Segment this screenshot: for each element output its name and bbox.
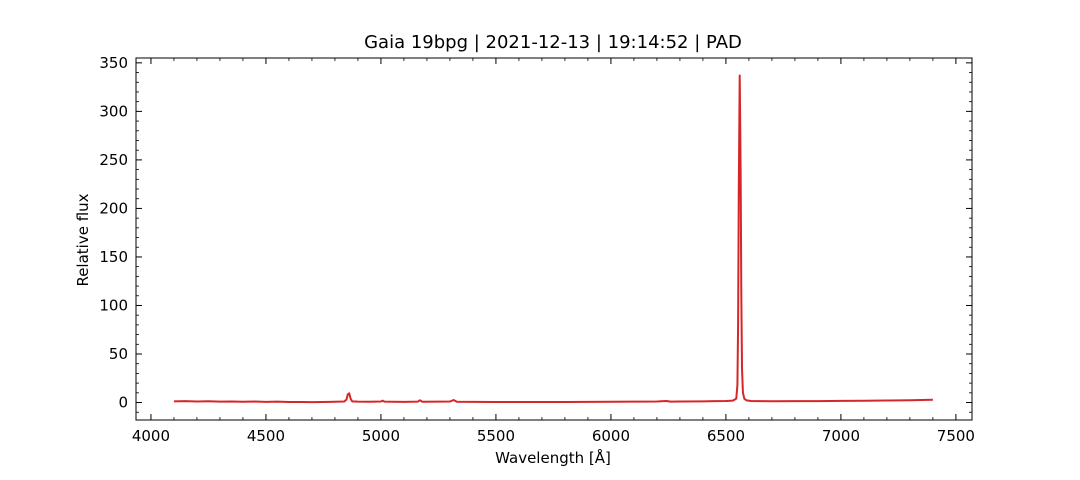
x-tick-label: 4000 <box>132 427 170 445</box>
y-tick-label: 50 <box>109 345 128 363</box>
plot-area: 4000 4500 5000 5500 6000 6500 7000 7500 0 50 100 15… <box>99 54 975 445</box>
y-tick-label: 300 <box>99 102 128 120</box>
x-tick-label: 6000 <box>592 427 630 445</box>
x-tick-label: 7000 <box>822 427 860 445</box>
x-tick-label: 4500 <box>247 427 285 445</box>
y-tick-label: 0 <box>118 394 128 412</box>
chart-title: Gaia 19bpg | 2021-12-13 | 19:14:52 | PAD <box>364 32 742 53</box>
series-line-0 <box>173 74 933 404</box>
y-tick-label: 350 <box>99 54 128 72</box>
x-axis-label: Wavelength [Å] <box>495 448 611 467</box>
x-tick-label: 7500 <box>937 427 975 445</box>
plot-frame <box>135 57 973 421</box>
y-tick-label: 200 <box>99 199 128 217</box>
x-tick-label: 6500 <box>707 427 745 445</box>
x-tick-label: 5000 <box>362 427 400 445</box>
y-tick-label: 100 <box>99 296 128 314</box>
y-axis-label: Relative flux <box>74 193 92 286</box>
y-tick-label: 150 <box>99 248 128 266</box>
y-tick-label: 250 <box>99 151 128 169</box>
x-tick-label: 5500 <box>477 427 515 445</box>
